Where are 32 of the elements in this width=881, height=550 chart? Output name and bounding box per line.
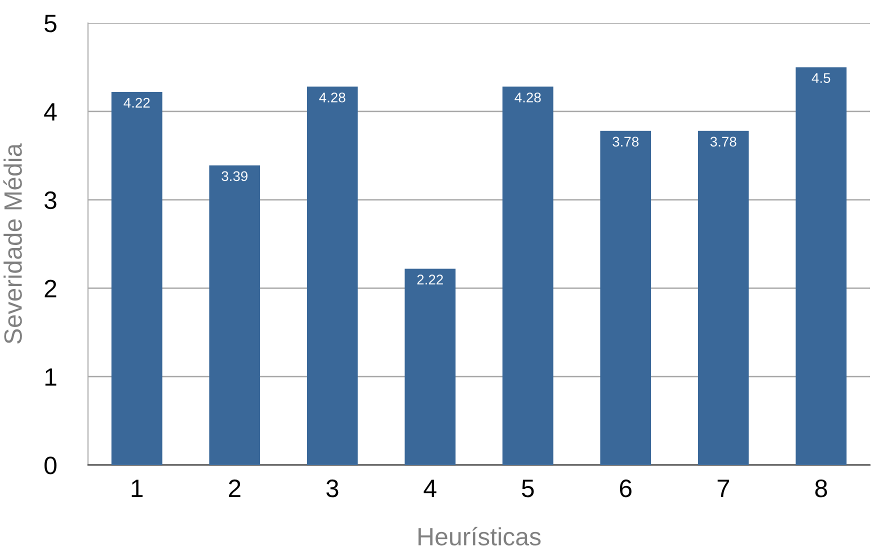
bar	[796, 67, 847, 465]
data-label: 4.22	[124, 98, 150, 108]
bar	[698, 130, 749, 465]
x-tick-label: 6	[620, 480, 632, 498]
x-tick-label: 4	[424, 480, 436, 498]
data-label: 3.78	[710, 136, 736, 147]
y-tick-label: 4	[44, 103, 57, 120]
y-tick-label: 0	[44, 456, 56, 474]
x-axis-title: Heurísticas	[418, 526, 541, 546]
bar	[404, 268, 456, 465]
bar	[209, 165, 260, 465]
y-tick-label: 3	[44, 191, 56, 210]
x-tick-label: 2	[228, 480, 240, 498]
y-tick-label: 1	[45, 368, 56, 386]
data-label: 3.39	[222, 171, 248, 182]
x-tick-label: 1	[132, 480, 143, 498]
data-label: 4.28	[319, 92, 346, 102]
bar	[600, 130, 652, 465]
x-tick-label: 7	[718, 480, 730, 498]
data-label: 3.78	[612, 136, 639, 147]
data-label: 4.5	[812, 73, 830, 83]
x-tick-label: 8	[815, 480, 827, 498]
y-axis-title: Severidade Média	[3, 143, 22, 344]
data-label: 2.22	[417, 274, 443, 284]
bar	[111, 92, 162, 465]
bar	[502, 86, 554, 465]
x-tick-label: 3	[326, 480, 338, 498]
y-tick-label: 2	[44, 280, 56, 298]
y-tick-label: 5	[44, 14, 56, 32]
data-label: 4.28	[514, 92, 541, 102]
x-tick-label: 5	[522, 480, 534, 498]
bar	[306, 86, 358, 465]
